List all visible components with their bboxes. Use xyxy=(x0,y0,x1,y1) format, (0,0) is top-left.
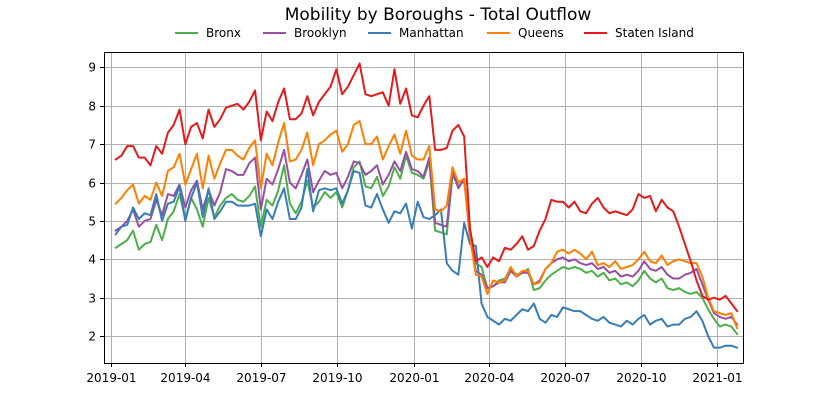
series-line-queens xyxy=(114,120,739,330)
legend-label: Bronx xyxy=(206,26,241,40)
y-tick-label: 8 xyxy=(88,100,96,114)
legend-item-manhattan: Manhattan xyxy=(368,26,464,40)
legend: Bronx Brooklyn Manhattan Queens Staten Islan… xyxy=(175,26,694,40)
grid xyxy=(104,52,743,363)
y-tick-label: 3 xyxy=(88,292,96,306)
series-line-brooklyn xyxy=(114,148,739,326)
y-tick-label: 6 xyxy=(88,177,96,191)
plot-frame xyxy=(104,52,744,364)
y-tick-label: 5 xyxy=(88,215,96,229)
legend-item-brooklyn: Brooklyn xyxy=(263,26,347,40)
legend-label: Brooklyn xyxy=(294,26,347,40)
x-tick-label: 2020-04 xyxy=(464,371,514,385)
y-tick-label: 4 xyxy=(88,253,96,267)
x-tick-label: 2019-07 xyxy=(236,371,286,385)
series-line-staten-island xyxy=(114,62,739,313)
legend-item-bronx: Bronx xyxy=(175,26,241,40)
y-tick-label: 2 xyxy=(88,330,96,344)
series-line-bronx xyxy=(114,154,739,336)
series-layer xyxy=(114,62,739,349)
legend-label: Manhattan xyxy=(399,26,464,40)
x-tick-label: 2019-10 xyxy=(312,371,362,385)
series-line-manhattan xyxy=(114,168,739,349)
x-tick-label: 2021-01 xyxy=(692,371,742,385)
axes: 2 3 4 5 6 7 8 9 2019-01 2019-04 2019-07 2019-10 2020… xyxy=(86,61,742,386)
legend-label: Staten Island xyxy=(615,26,694,40)
x-tick-label: 2020-10 xyxy=(616,371,666,385)
legend-label: Queens xyxy=(518,26,564,40)
y-tick-label: 9 xyxy=(88,61,96,75)
legend-item-queens: Queens xyxy=(487,26,564,40)
x-tick-label: 2020-01 xyxy=(389,371,439,385)
x-tick-label: 2019-04 xyxy=(160,371,210,385)
x-tick-label: 2019-01 xyxy=(86,371,136,385)
x-tick-label: 2020-07 xyxy=(540,371,590,385)
y-tick-label: 7 xyxy=(88,138,96,152)
chart-title: Mobility by Boroughs - Total Outflow xyxy=(285,5,592,25)
legend-item-staten-island: Staten Island xyxy=(584,26,694,40)
